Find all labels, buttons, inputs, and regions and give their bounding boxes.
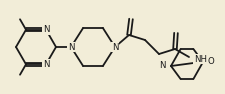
Text: N: N (43, 25, 49, 34)
Text: N: N (160, 61, 166, 70)
Text: N: N (68, 42, 74, 52)
Text: N: N (112, 42, 118, 52)
Text: N: N (43, 60, 49, 69)
Text: NH: NH (194, 55, 207, 64)
Text: O: O (208, 58, 215, 66)
